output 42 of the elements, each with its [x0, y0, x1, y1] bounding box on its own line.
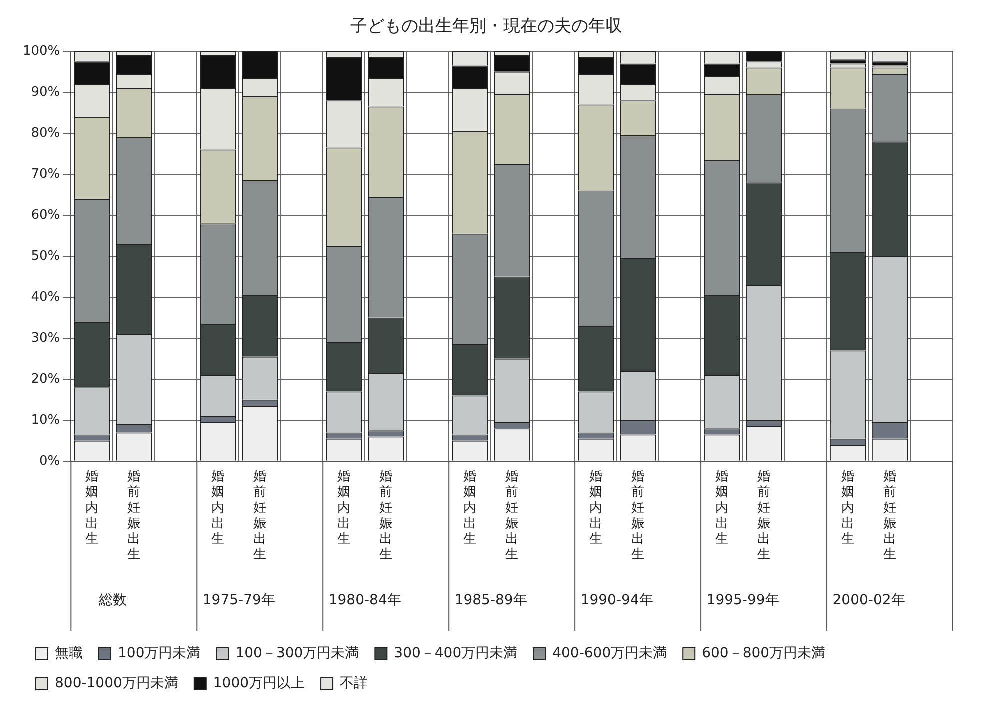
x-tick-label: 婚姻内出生 [86, 470, 99, 547]
x-tick-label: 婚前妊娠出生 [128, 470, 141, 563]
legend-label: 600－800万円未満 [702, 646, 826, 662]
chart-title: 子どもの出生年別・現在の夫の年収 [350, 16, 622, 37]
x-tick-label: 婚前妊娠出生 [632, 470, 645, 563]
legend-label: 800-1000万円未満 [55, 676, 178, 692]
text: 1995-99年 [706, 592, 780, 609]
y-tick-label: 100% [22, 44, 60, 59]
x-tick-label: 婚前妊娠出生 [380, 470, 393, 563]
legend-label: 100－300万円未満 [236, 646, 360, 662]
x-tick-label: 婚姻内出生 [590, 470, 603, 547]
y-tick-label: 60% [31, 208, 60, 223]
x-tick-label: 婚姻内出生 [842, 470, 855, 547]
y-tick-label: 0% [40, 454, 60, 469]
x-tick-label: 婚姻内出生 [464, 470, 477, 547]
legend-label: 300－400万円未満 [394, 646, 518, 662]
legend-label: 100万円未満 [118, 646, 201, 662]
x-tick-label: 婚前妊娠出生 [884, 470, 897, 563]
text: 2000-02年 [832, 592, 906, 609]
x-tick-label: 婚前妊娠出生 [758, 470, 771, 563]
y-tick-label: 10% [31, 412, 60, 428]
y-tick-label: 40% [31, 290, 60, 305]
x-tick-label: 婚姻内出生 [716, 470, 729, 547]
y-tick-label: 90% [31, 84, 60, 100]
text: 総数 [98, 592, 128, 609]
x-tick-label: 婚姻内出生 [212, 470, 225, 547]
x-tick-label: 婚前妊娠出生 [254, 470, 267, 563]
y-tick-label: 20% [31, 372, 60, 387]
y-tick-label: 50% [31, 248, 60, 264]
x-tick-label: 婚姻内出生 [338, 470, 351, 547]
legend-label: 不詳 [340, 676, 368, 692]
y-tick-label: 70% [31, 166, 60, 182]
text: 1980-84年 [328, 592, 402, 609]
legend-label: 400-600万円未満 [552, 646, 668, 662]
text: 1985-89年 [454, 592, 528, 609]
text: 1990-94年 [580, 592, 654, 609]
y-tick-label: 80% [31, 126, 60, 141]
legend-label: 1000万円以上 [213, 676, 306, 692]
x-tick-label: 婚前妊娠出生 [506, 470, 519, 563]
legend-label: 無職 [55, 646, 83, 662]
text: 1975-79年 [202, 592, 276, 609]
y-tick-label: 30% [31, 330, 60, 346]
